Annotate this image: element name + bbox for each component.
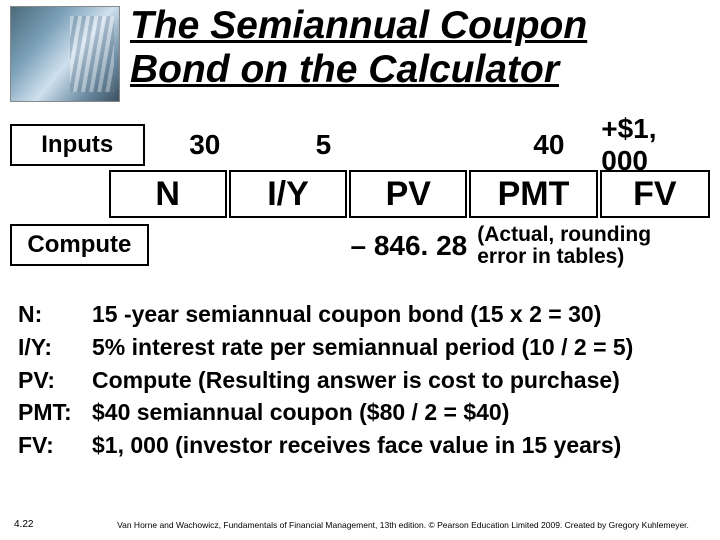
def-row: N: 15 -year semiannual coupon bond (15 x… (18, 300, 702, 329)
definitions-list: N: 15 -year semiannual coupon bond (15 x… (18, 300, 702, 464)
def-row: PMT: $40 semiannual coupon ($80 / 2 = $4… (18, 398, 702, 427)
def-row: FV: $1, 000 (investor receives face valu… (18, 431, 702, 460)
keys-left-spacer (10, 170, 107, 218)
def-key: N: (18, 300, 92, 329)
def-text: $1, 000 (investor receives face value in… (92, 431, 702, 460)
compute-spacer (149, 222, 254, 270)
def-key: FV: (18, 431, 92, 460)
def-row: PV: Compute (Resulting answer is cost to… (18, 366, 702, 395)
slide-title: The Semiannual Coupon Bond on the Calcul… (130, 4, 710, 91)
def-text: Compute (Resulting answer is cost to pur… (92, 366, 702, 395)
def-row: I/Y: 5% interest rate per semiannual per… (18, 333, 702, 362)
key-pv: PV (349, 170, 467, 218)
key-iy: I/Y (229, 170, 347, 218)
def-key: PMT: (18, 398, 92, 427)
def-text: $40 semiannual coupon ($80 / 2 = $40) (92, 398, 702, 427)
input-value-pmt: 40 (496, 122, 601, 168)
title-line-2: Bond on the Calculator (130, 48, 559, 91)
title-line-1: The Semiannual Coupon (130, 4, 587, 47)
note-line-2: error in tables) (477, 246, 710, 268)
rounding-note: (Actual, rounding error in tables) (473, 222, 710, 270)
key-n: N (109, 170, 227, 218)
thumbnail-image (10, 6, 120, 102)
input-value-pv (382, 122, 497, 168)
input-value-n: 30 (145, 122, 266, 168)
slide-number: 4.22 (14, 519, 33, 530)
key-fv: FV (600, 170, 710, 218)
calculator-block: Inputs 30 5 40 +$1, 000 N I/Y PV PMT FV … (10, 122, 710, 270)
def-key: I/Y: (18, 333, 92, 362)
inputs-label-box: Inputs (10, 124, 145, 166)
computed-pv: – 846. 28 (254, 222, 474, 270)
input-value-fv: +$1, 000 (601, 122, 710, 168)
note-line-1: (Actual, rounding (477, 224, 710, 246)
def-text: 15 -year semiannual coupon bond (15 x 2 … (92, 300, 702, 329)
input-value-iy: 5 (265, 122, 382, 168)
footer-text: Van Horne and Wachowicz, Fundamentals of… (100, 520, 706, 530)
def-key: PV: (18, 366, 92, 395)
def-text: 5% interest rate per semiannual period (… (92, 333, 702, 362)
key-pmt: PMT (469, 170, 597, 218)
compute-label-box: Compute (10, 224, 149, 266)
